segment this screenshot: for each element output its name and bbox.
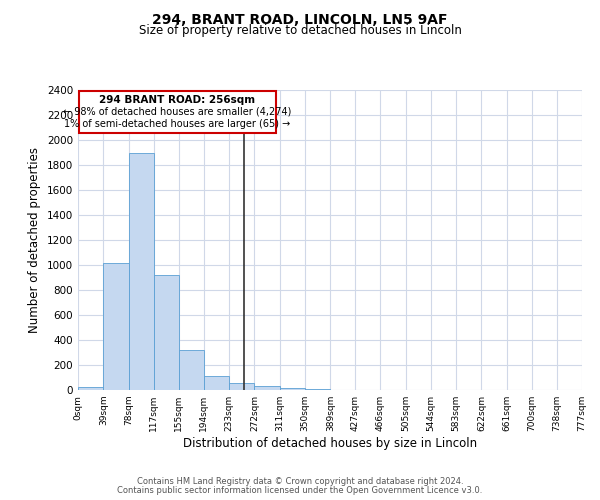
Bar <box>229 383 254 390</box>
Bar <box>103 262 128 390</box>
Text: 294, BRANT ROAD, LINCOLN, LN5 9AF: 294, BRANT ROAD, LINCOLN, LN5 9AF <box>152 12 448 26</box>
Text: 1% of semi-detached houses are larger (65) →: 1% of semi-detached houses are larger (6… <box>64 119 290 129</box>
Bar <box>154 275 179 390</box>
Bar <box>254 386 280 390</box>
Bar <box>280 388 305 390</box>
Text: Size of property relative to detached houses in Lincoln: Size of property relative to detached ho… <box>139 24 461 37</box>
X-axis label: Distribution of detached houses by size in Lincoln: Distribution of detached houses by size … <box>183 437 477 450</box>
Bar <box>128 152 154 390</box>
Bar <box>179 350 204 390</box>
Bar <box>78 387 103 390</box>
Bar <box>204 376 229 390</box>
Text: ← 98% of detached houses are smaller (4,274): ← 98% of detached houses are smaller (4,… <box>63 107 292 117</box>
Text: Contains HM Land Registry data © Crown copyright and database right 2024.: Contains HM Land Registry data © Crown c… <box>137 477 463 486</box>
Bar <box>79 90 276 133</box>
Text: 294 BRANT ROAD: 256sqm: 294 BRANT ROAD: 256sqm <box>99 95 256 105</box>
Text: Contains public sector information licensed under the Open Government Licence v3: Contains public sector information licen… <box>118 486 482 495</box>
Y-axis label: Number of detached properties: Number of detached properties <box>28 147 41 333</box>
